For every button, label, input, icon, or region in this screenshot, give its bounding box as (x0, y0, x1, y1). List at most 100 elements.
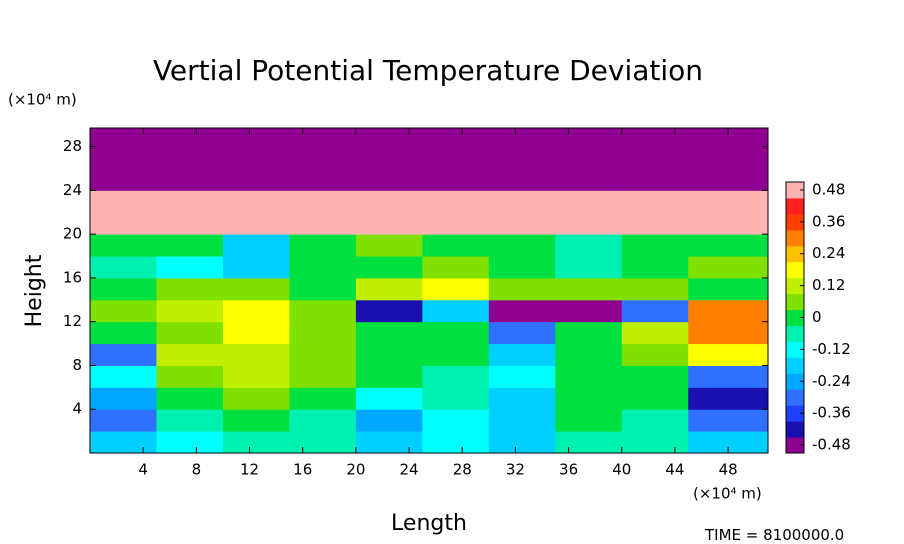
heat-cell (621, 299, 689, 323)
x-tick-label: 32 (506, 461, 525, 479)
heat-cell (90, 299, 157, 323)
heat-cell (156, 234, 224, 257)
heat-cell (422, 277, 490, 301)
heat-cell (488, 234, 556, 257)
heat-cell (289, 409, 357, 432)
heat-cell (222, 343, 290, 366)
heat-cell (156, 277, 224, 301)
heat-cell (156, 146, 224, 169)
plot-frame (89, 127, 769, 454)
heat-cell (156, 387, 224, 410)
colorbar-tick-label: -0.12 (812, 340, 851, 358)
heat-cell (222, 190, 290, 213)
heat-cell (222, 299, 290, 323)
colorbar-tick-label: 0 (812, 308, 822, 326)
x-tick-label: 40 (612, 461, 631, 479)
heat-cell (355, 190, 423, 213)
heat-cell (422, 212, 490, 235)
x-tick-label: 24 (400, 461, 419, 479)
heat-cell (156, 256, 224, 279)
heat-cell (422, 128, 490, 148)
heat-cell (422, 365, 490, 388)
heat-cell (289, 128, 357, 148)
heat-cell (90, 168, 157, 191)
heat-cell (488, 277, 556, 301)
heat-cell (289, 234, 357, 257)
heat-cell (621, 343, 689, 366)
y-tick-label: 8 (72, 356, 82, 374)
heat-cell (621, 387, 689, 410)
heat-cell (555, 387, 623, 410)
heat-cell (488, 190, 556, 213)
heat-cell (555, 365, 623, 388)
heat-cell (222, 387, 290, 410)
heat-cell (222, 128, 290, 148)
heat-cell (222, 409, 290, 432)
heat-cell (222, 168, 290, 191)
heat-cell (488, 212, 556, 235)
heat-cell (156, 343, 224, 366)
heat-cell (555, 343, 623, 366)
y-tick-label: 4 (72, 400, 82, 418)
colorbar-tick-label: 0.48 (812, 180, 845, 198)
heat-cell (422, 190, 490, 213)
heat-cell (688, 409, 769, 432)
heat-cell (289, 365, 357, 388)
heat-cell (90, 365, 157, 388)
y-tick-label: 16 (63, 268, 82, 286)
heat-cell (688, 256, 769, 279)
heat-cell (555, 277, 623, 301)
heat-cell (156, 212, 224, 235)
colorbar-tick-label: -0.36 (812, 404, 851, 422)
heat-cell (90, 387, 157, 410)
heat-cell (90, 277, 157, 301)
heat-cell (621, 234, 689, 257)
heat-cell (488, 146, 556, 169)
heat-cell (156, 321, 224, 345)
heat-cell (422, 431, 490, 454)
heat-cell (621, 168, 689, 191)
chart-title: Vertial Potential Temperature Deviation (153, 54, 703, 87)
colorbar-tick-label: 0.12 (812, 276, 845, 294)
heat-cell (422, 409, 490, 432)
colorbar-tick-label: -0.24 (812, 372, 851, 390)
heat-cell (156, 168, 224, 191)
heat-cell (488, 128, 556, 148)
colorbar-tick-label: -0.48 (812, 436, 851, 454)
heat-cell (289, 277, 357, 301)
heat-cell (156, 431, 224, 454)
y-tick-label: 28 (63, 137, 82, 155)
heat-cell (156, 299, 224, 323)
heat-cell (422, 256, 490, 279)
heat-cell (222, 146, 290, 169)
y-tick-label: 20 (63, 225, 82, 243)
heat-cell (555, 146, 623, 169)
heat-cell (555, 234, 623, 257)
colorbar-swatch (786, 277, 804, 295)
colorbar-swatch (786, 405, 804, 422)
heat-cell (355, 128, 423, 148)
heat-cell (422, 146, 490, 169)
heat-cell (355, 146, 423, 169)
heat-cell (688, 277, 769, 301)
heat-cell (688, 146, 769, 169)
heat-cell (422, 321, 490, 345)
heat-cell (355, 234, 423, 257)
heat-cell (621, 256, 689, 279)
heat-cell (355, 343, 423, 366)
colorbar-swatch (786, 197, 804, 215)
heat-cell (621, 212, 689, 235)
heat-cell (422, 343, 490, 366)
heat-cell (688, 190, 769, 213)
heat-cell (90, 409, 157, 432)
x-tick-label: 20 (346, 461, 365, 479)
x-tick-label: 36 (559, 461, 578, 479)
heat-cell (488, 409, 556, 432)
x-unit: (×10⁴ m) (693, 485, 762, 503)
heat-cell (688, 387, 769, 410)
heat-cell (488, 256, 556, 279)
heat-cell (222, 234, 290, 257)
y-tick-label: 24 (63, 181, 82, 199)
heat-cell (688, 343, 769, 366)
